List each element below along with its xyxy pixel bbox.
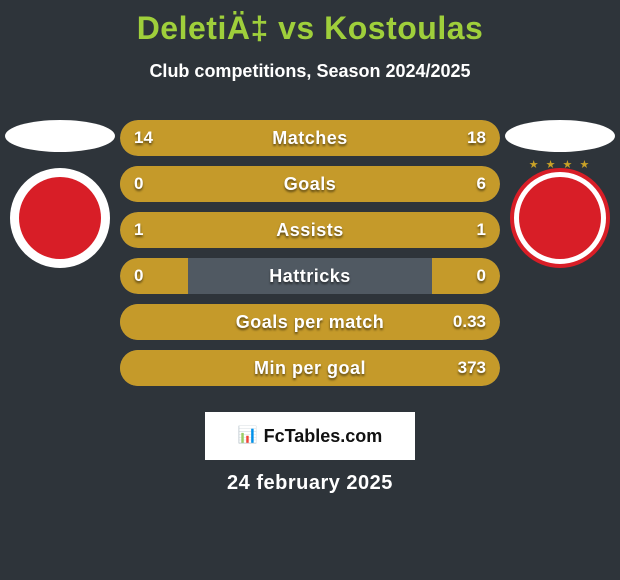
- stat-label: Hattricks: [120, 258, 500, 294]
- stat-label: Goals: [120, 166, 500, 202]
- attribution-text: FcTables.com: [264, 426, 383, 447]
- stat-row: 0.33Goals per match: [120, 304, 500, 340]
- right-club-badge: ★ ★ ★ ★: [510, 168, 610, 268]
- date-text: 24 february 2025: [0, 472, 620, 495]
- stat-label: Min per goal: [120, 350, 500, 386]
- footer-block: 📊 FcTables.com 24 february 2025: [0, 396, 620, 495]
- stat-row: 373Min per goal: [120, 350, 500, 386]
- stat-row: 06Goals: [120, 166, 500, 202]
- stat-row: 00Hattricks: [120, 258, 500, 294]
- right-badge-stars: ★ ★ ★ ★: [529, 158, 592, 171]
- left-name-pill: [5, 120, 115, 152]
- stat-label: Assists: [120, 212, 500, 248]
- stat-label: Goals per match: [120, 304, 500, 340]
- page-title: DeletiÄ‡ vs Kostoulas: [0, 0, 620, 47]
- right-club-badge-inner: [519, 177, 601, 259]
- subtitle: Club competitions, Season 2024/2025: [0, 61, 620, 82]
- comparison-infographic: DeletiÄ‡ vs Kostoulas Club competitions,…: [0, 0, 620, 580]
- stat-row: 1418Matches: [120, 120, 500, 156]
- left-club-badge-inner: [19, 177, 101, 259]
- stat-row: 11Assists: [120, 212, 500, 248]
- right-name-pill: [505, 120, 615, 152]
- left-club-badge: [10, 168, 110, 268]
- right-player-slot: ★ ★ ★ ★: [500, 120, 620, 268]
- stat-label: Matches: [120, 120, 500, 156]
- stats-bars: 1418Matches 06Goals 11Assists 00Hattricks 0.…: [120, 120, 500, 396]
- chart-icon: 📊: [238, 428, 258, 444]
- attribution-badge: 📊 FcTables.com: [205, 412, 415, 460]
- left-player-slot: [0, 120, 120, 268]
